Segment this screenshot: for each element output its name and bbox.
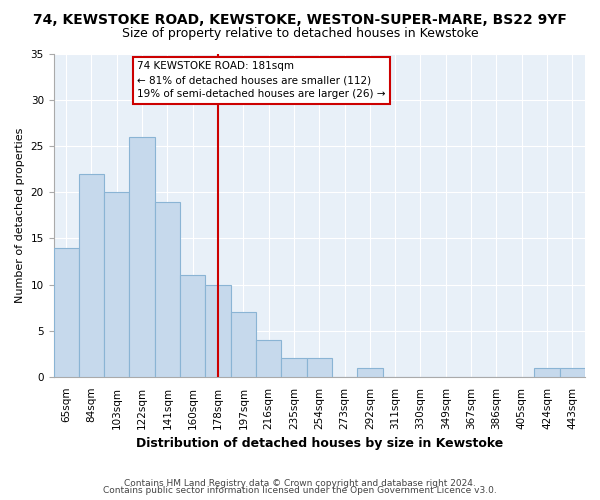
Bar (281, 358, 307, 377)
Bar (230, 312, 256, 377)
Text: Size of property relative to detached houses in Kewstoke: Size of property relative to detached ho… (122, 28, 478, 40)
Y-axis label: Number of detached properties: Number of detached properties (15, 128, 25, 303)
Bar (256, 340, 281, 377)
Bar (155, 202, 180, 377)
Text: 74, KEWSTOKE ROAD, KEWSTOKE, WESTON-SUPER-MARE, BS22 9YF: 74, KEWSTOKE ROAD, KEWSTOKE, WESTON-SUPE… (33, 12, 567, 26)
Bar (307, 358, 332, 377)
Bar (53, 248, 79, 377)
X-axis label: Distribution of detached houses by size in Kewstoke: Distribution of detached houses by size … (136, 437, 503, 450)
Bar (535, 368, 560, 377)
Bar (104, 192, 130, 377)
Bar (79, 174, 104, 377)
Text: Contains public sector information licensed under the Open Government Licence v3: Contains public sector information licen… (103, 486, 497, 495)
Bar (180, 276, 205, 377)
Bar (130, 137, 155, 377)
Bar (560, 368, 585, 377)
Bar (205, 284, 230, 377)
Bar (357, 368, 383, 377)
Text: Contains HM Land Registry data © Crown copyright and database right 2024.: Contains HM Land Registry data © Crown c… (124, 478, 476, 488)
Text: 74 KEWSTOKE ROAD: 181sqm
← 81% of detached houses are smaller (112)
19% of semi-: 74 KEWSTOKE ROAD: 181sqm ← 81% of detach… (137, 62, 386, 100)
